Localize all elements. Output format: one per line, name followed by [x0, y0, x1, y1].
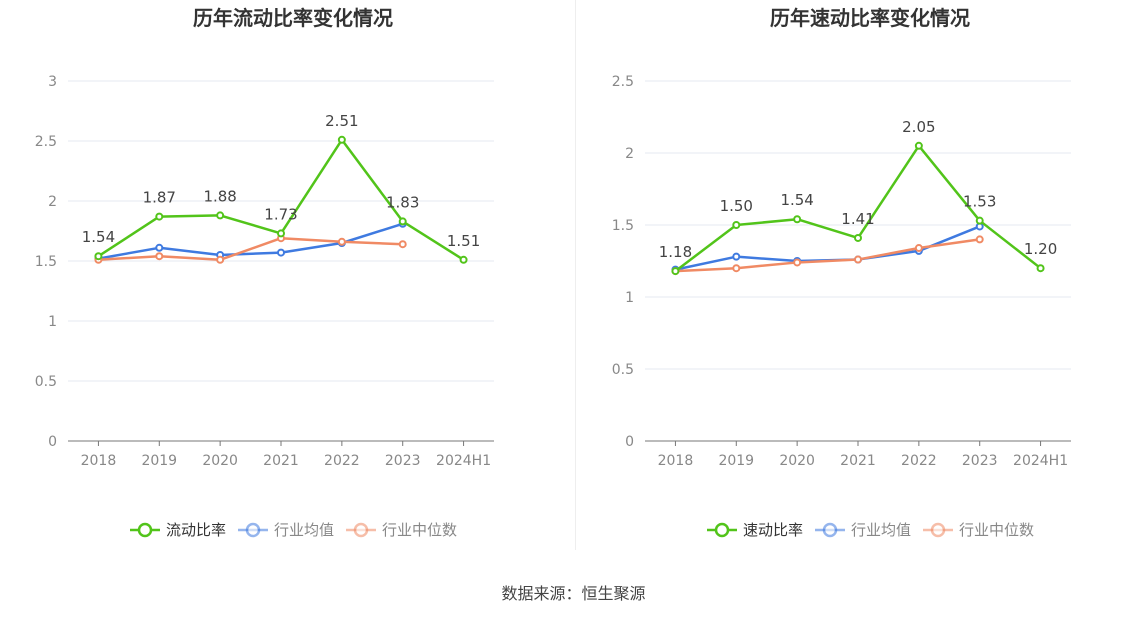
y-tick-label: 2: [625, 146, 634, 162]
y-tick-label: 2.5: [35, 134, 57, 150]
data-point: [155, 212, 164, 221]
data-point: [216, 255, 225, 264]
data-point: [1036, 264, 1045, 273]
data-point: [155, 252, 164, 261]
y-tick-label: 1.5: [35, 254, 57, 270]
data-point: [914, 141, 923, 150]
chart-quick-ratio: 历年速动比率变化情况 0 0.5 1 1.5 2 2.5 2018 2019 2020 2021 20…: [577, 0, 1147, 560]
x-tick-label: 2022: [901, 453, 937, 469]
data-label: 1.88: [203, 187, 236, 205]
legend-label: 速动比率: [743, 521, 803, 539]
data-label: 1.18: [659, 243, 692, 261]
y-tick-label: 1: [625, 290, 634, 306]
data-label: 2.05: [902, 118, 935, 136]
x-tick-label: 2020: [202, 453, 238, 469]
x-tick-label: 2024H1: [436, 453, 491, 469]
x-tick-label: 2018: [658, 453, 694, 469]
data-label: 1.87: [143, 189, 176, 207]
legend-marker-0: [714, 522, 730, 538]
y-tick-label: 2: [48, 194, 57, 210]
data-point: [732, 252, 741, 261]
x-tick-label: 2023: [962, 453, 998, 469]
data-point: [914, 244, 923, 253]
y-tick-label: 2.5: [612, 74, 634, 90]
data-label: 1.50: [720, 197, 753, 215]
data-point: [337, 237, 346, 246]
legend-label: 行业中位数: [959, 521, 1034, 539]
data-point: [732, 221, 741, 229]
y-tick-label: 1.5: [612, 218, 634, 234]
legend-label: 行业均值: [851, 521, 911, 539]
data-label: 1.73: [264, 205, 297, 223]
y-tick-label: 1: [48, 314, 57, 330]
chart-current-ratio-svg: 历年流动比率变化情况 0 0.5 1 1.5 2 2.5 3 2018 2019 2020 2021 2…: [35, 6, 494, 539]
data-point: [216, 211, 225, 220]
chart-current-ratio: 历年流动比率变化情况 0 0.5 1 1.5 2 2.5 3 2018 2019 2020 2021 2…: [0, 0, 573, 560]
data-point: [277, 248, 285, 257]
data-point: [793, 215, 802, 224]
x-tick-label: 2023: [385, 453, 421, 469]
data-point: [94, 252, 103, 261]
panel-divider: [575, 0, 576, 550]
data-label: 1.54: [82, 228, 115, 246]
data-point: [459, 255, 468, 264]
series-line-1: [98, 222, 404, 260]
y-tick-label: 0.5: [612, 362, 634, 378]
x-tick-label: 2022: [324, 453, 360, 469]
x-tick-label: 2024H1: [1013, 453, 1068, 469]
x-tick-label: 2019: [718, 453, 754, 469]
legend-label: 行业中位数: [382, 521, 457, 539]
data-label: 1.41: [841, 210, 874, 228]
data-label: 1.53: [963, 193, 996, 211]
x-tick-label: 2018: [81, 453, 117, 469]
legend-marker-2: [353, 522, 369, 538]
data-point: [398, 240, 407, 249]
data-point: [732, 264, 741, 273]
data-point: [854, 255, 862, 264]
y-tick-label: 0.5: [35, 374, 57, 390]
data-point: [671, 267, 680, 276]
x-tick-label: 2019: [141, 453, 177, 469]
data-point: [337, 135, 346, 144]
x-tick-label: 2021: [263, 453, 299, 469]
legend-marker-0: [137, 522, 153, 538]
legend-marker-2: [930, 522, 946, 538]
legend-label: 流动比率: [166, 521, 226, 539]
data-point: [155, 243, 164, 252]
legend-marker-1: [822, 522, 838, 538]
y-tick-label: 3: [48, 74, 57, 90]
data-label: 1.20: [1024, 240, 1057, 258]
data-label: 2.51: [325, 112, 358, 130]
legend-marker-1: [245, 522, 261, 538]
data-point: [854, 233, 862, 242]
chart-title: 历年速动比率变化情况: [770, 6, 970, 30]
series-line-1: [675, 225, 981, 271]
data-source-label: 数据来源：恒生聚源: [501, 584, 646, 603]
y-tick-label: 0: [48, 434, 57, 450]
data-label: 1.51: [447, 232, 480, 250]
data-point: [975, 235, 984, 244]
series-line-2: [98, 236, 403, 262]
x-tick-label: 2021: [840, 453, 876, 469]
data-point: [277, 229, 285, 238]
data-point: [398, 217, 407, 226]
x-tick-label: 2020: [779, 453, 815, 469]
data-label: 1.83: [386, 193, 419, 211]
legend-label: 行业均值: [274, 521, 334, 539]
series-line-2: [675, 238, 980, 273]
data-point: [793, 258, 802, 267]
data-point: [975, 216, 984, 225]
chart-quick-ratio-svg: 历年速动比率变化情况 0 0.5 1 1.5 2 2.5 2018 2019 2020 2021 20…: [612, 6, 1071, 539]
chart-title: 历年流动比率变化情况: [193, 6, 393, 30]
data-label: 1.54: [780, 191, 813, 209]
y-tick-label: 0: [625, 434, 634, 450]
